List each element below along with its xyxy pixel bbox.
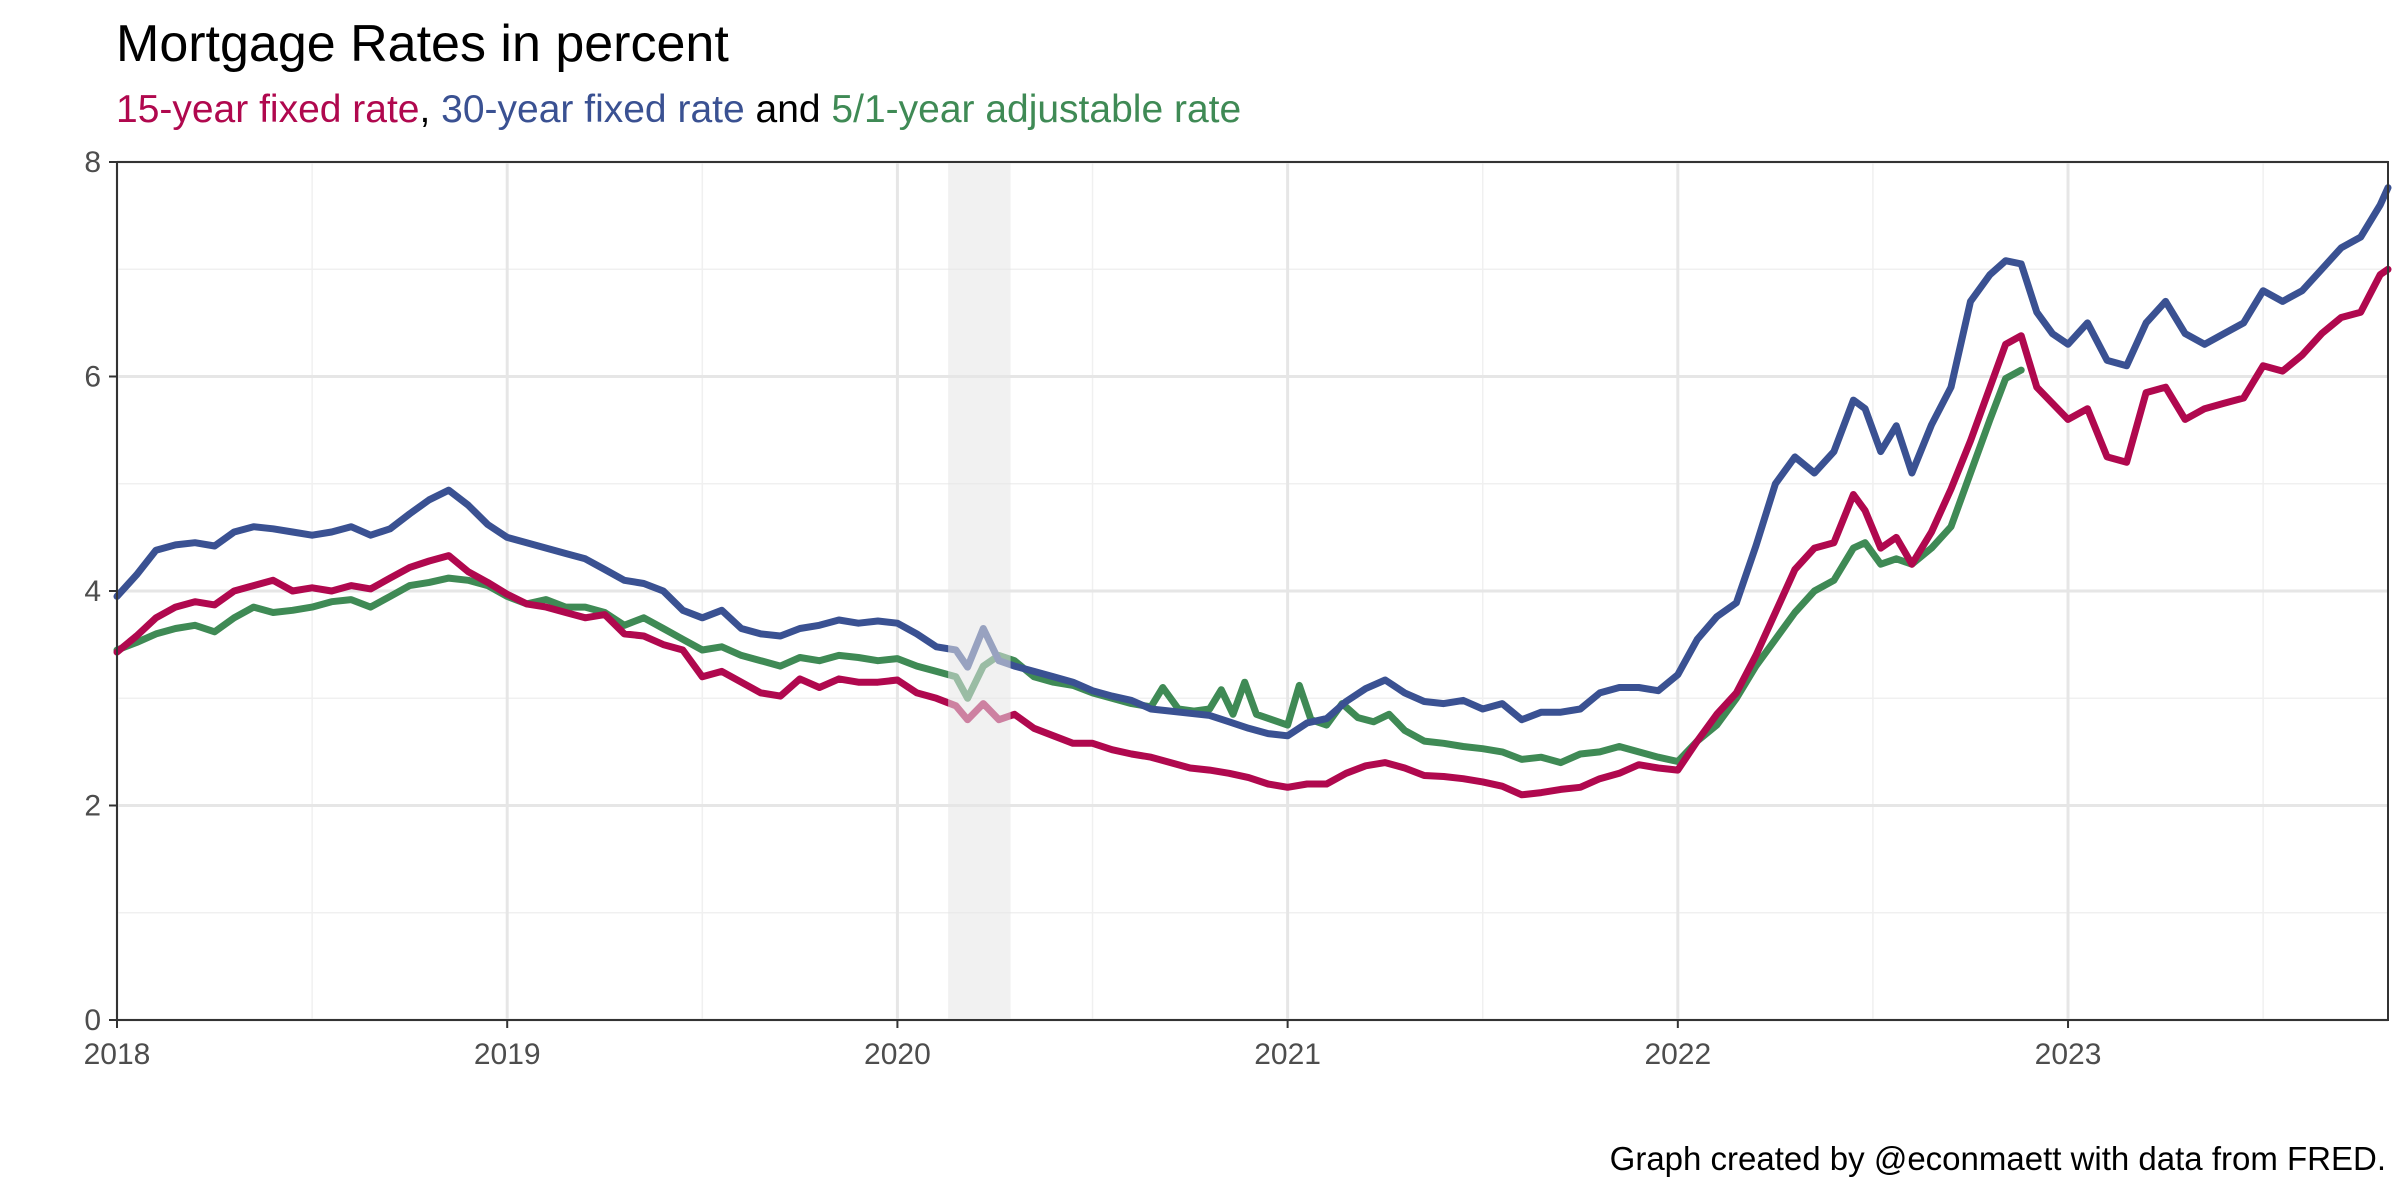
chart-subtitle: 15-year fixed rate, 30-year fixed rate a… bbox=[116, 88, 1241, 132]
y-tick-label: 6 bbox=[84, 361, 101, 394]
x-tick-label: 2018 bbox=[84, 1038, 151, 1071]
subtitle-30-year: 30-year fixed rate bbox=[441, 88, 745, 131]
chart-caption: Graph created by @econmaett with data fr… bbox=[1609, 1140, 2386, 1177]
x-tick-label: 2020 bbox=[864, 1038, 931, 1071]
subtitle-5-1-year: 5/1-year adjustable rate bbox=[831, 88, 1242, 131]
x-tick-label: 2021 bbox=[1254, 1038, 1321, 1071]
y-tick-label: 8 bbox=[84, 146, 101, 179]
x-tick-label: 2022 bbox=[1644, 1038, 1711, 1071]
series-line-30-year bbox=[113, 184, 2392, 740]
subtitle-separator-2: and bbox=[744, 88, 832, 131]
y-tick-label: 4 bbox=[84, 575, 101, 608]
chart-title: Mortgage Rates in percent bbox=[116, 15, 729, 73]
recession-band bbox=[948, 162, 1011, 1020]
x-tick-label: 2023 bbox=[2035, 1038, 2102, 1071]
subtitle-15-year: 15-year fixed rate bbox=[116, 88, 420, 131]
y-tick-label: 2 bbox=[84, 790, 101, 823]
y-tick-label: 0 bbox=[84, 1004, 101, 1037]
x-tick-label: 2019 bbox=[474, 1038, 541, 1071]
series-line-15-year bbox=[113, 265, 2392, 799]
subtitle-separator-1: , bbox=[419, 88, 442, 131]
